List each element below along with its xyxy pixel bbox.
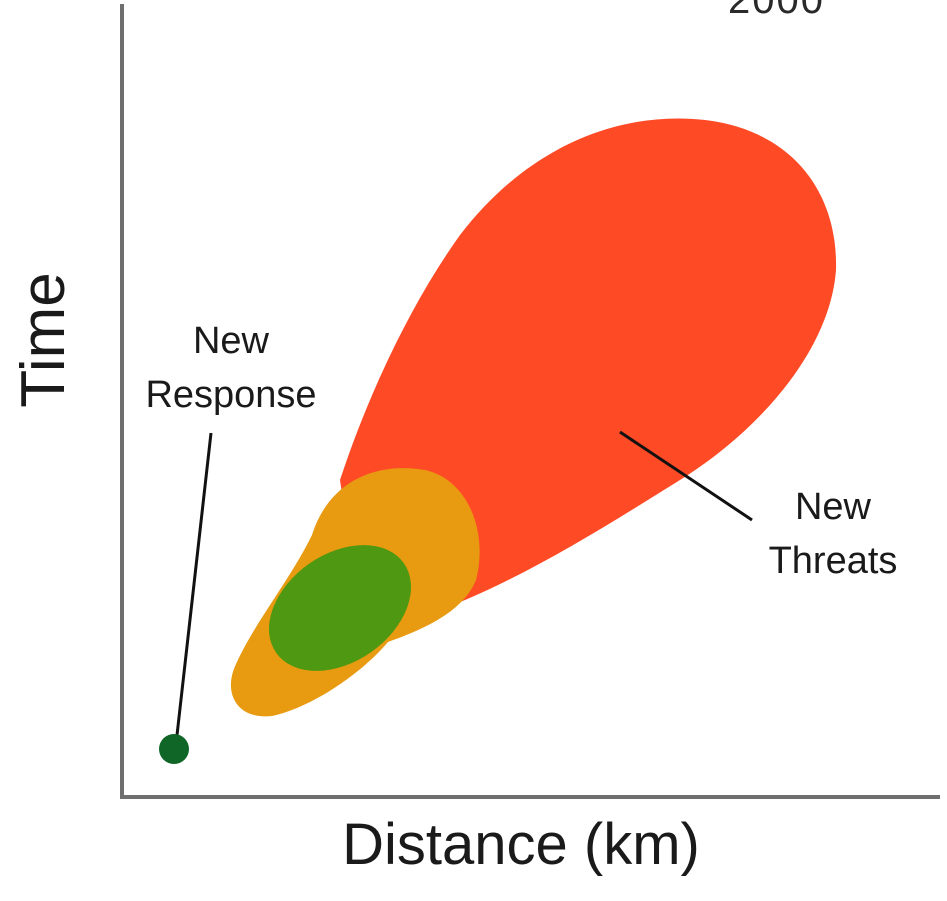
clipped-top-text: 2000 (728, 0, 825, 22)
inner-response-region (268, 545, 412, 671)
new-response-point (159, 734, 189, 764)
new-response-label-line1: New (192, 320, 270, 362)
new-response-label: New Response (145, 314, 316, 422)
new-threats-label-line2: Threats (768, 540, 898, 582)
new-response-leader-line (174, 432, 213, 745)
new-threats-label-line1: New (794, 486, 872, 528)
x-axis-label: Distance (km) (342, 812, 700, 877)
new-threats-label: New Threats (769, 480, 898, 588)
new-response-label-line2: Response (145, 374, 317, 416)
new-threats-leader-line (619, 430, 753, 522)
new-threats-region (340, 118, 837, 610)
y-axis-label: Time (9, 272, 78, 408)
